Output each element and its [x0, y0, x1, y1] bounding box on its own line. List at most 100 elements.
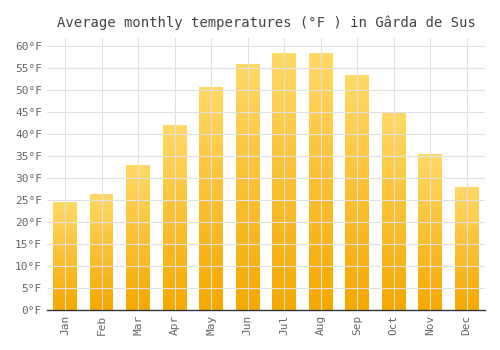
- Bar: [200, 158, 223, 160]
- Bar: [163, 258, 186, 260]
- Bar: [54, 246, 77, 247]
- Bar: [90, 238, 114, 239]
- Bar: [54, 292, 77, 293]
- Bar: [200, 263, 223, 265]
- Bar: [309, 107, 332, 110]
- Bar: [382, 294, 406, 296]
- Bar: [90, 269, 114, 270]
- Bar: [90, 239, 114, 240]
- Bar: [236, 209, 260, 211]
- Bar: [418, 252, 442, 254]
- Bar: [382, 248, 406, 251]
- Bar: [236, 307, 260, 310]
- Bar: [236, 305, 260, 307]
- Bar: [418, 165, 442, 167]
- Bar: [455, 196, 478, 197]
- Bar: [418, 247, 442, 249]
- Bar: [346, 263, 369, 265]
- Bar: [126, 256, 150, 258]
- Bar: [163, 240, 186, 242]
- Bar: [236, 273, 260, 275]
- Bar: [236, 182, 260, 184]
- Bar: [455, 269, 478, 271]
- Bar: [126, 181, 150, 182]
- Bar: [455, 225, 478, 226]
- Title: Average monthly temperatures (°F ) in Gârda de Sus: Average monthly temperatures (°F ) in Gâ…: [56, 15, 476, 29]
- Bar: [126, 274, 150, 275]
- Bar: [163, 221, 186, 223]
- Bar: [382, 180, 406, 181]
- Bar: [163, 302, 186, 304]
- Bar: [455, 210, 478, 211]
- Bar: [309, 202, 332, 204]
- Bar: [272, 161, 296, 163]
- Bar: [200, 103, 223, 105]
- Bar: [382, 227, 406, 229]
- Bar: [90, 211, 114, 212]
- Bar: [309, 240, 332, 243]
- Bar: [200, 274, 223, 276]
- Bar: [455, 252, 478, 253]
- Bar: [200, 238, 223, 241]
- Bar: [236, 187, 260, 189]
- Bar: [54, 265, 77, 266]
- Bar: [455, 302, 478, 304]
- Bar: [200, 116, 223, 118]
- Bar: [236, 180, 260, 182]
- Bar: [163, 197, 186, 199]
- Bar: [200, 283, 223, 285]
- Bar: [346, 216, 369, 218]
- Bar: [163, 257, 186, 258]
- Bar: [200, 98, 223, 100]
- Bar: [382, 274, 406, 276]
- Bar: [346, 296, 369, 298]
- Bar: [200, 100, 223, 103]
- Bar: [455, 193, 478, 194]
- Bar: [309, 143, 332, 146]
- Bar: [90, 198, 114, 200]
- Bar: [346, 157, 369, 160]
- Bar: [309, 194, 332, 197]
- Bar: [309, 266, 332, 269]
- Bar: [309, 243, 332, 246]
- Bar: [272, 89, 296, 91]
- Bar: [309, 228, 332, 230]
- Bar: [90, 203, 114, 204]
- Bar: [346, 134, 369, 136]
- Bar: [90, 225, 114, 226]
- Bar: [54, 286, 77, 287]
- Bar: [90, 282, 114, 283]
- Bar: [346, 113, 369, 115]
- Bar: [54, 206, 77, 208]
- Bar: [163, 267, 186, 269]
- Bar: [90, 195, 114, 196]
- Bar: [272, 256, 296, 259]
- Bar: [418, 298, 442, 299]
- Bar: [200, 223, 223, 225]
- Bar: [126, 184, 150, 185]
- Bar: [382, 183, 406, 186]
- Bar: [200, 285, 223, 288]
- Bar: [309, 269, 332, 271]
- Bar: [163, 245, 186, 247]
- Bar: [163, 209, 186, 210]
- Bar: [455, 275, 478, 277]
- Bar: [418, 293, 442, 294]
- Bar: [163, 127, 186, 129]
- Bar: [455, 194, 478, 196]
- Bar: [200, 272, 223, 274]
- Bar: [418, 294, 442, 296]
- Bar: [418, 270, 442, 271]
- Bar: [126, 303, 150, 304]
- Bar: [346, 270, 369, 272]
- Bar: [126, 243, 150, 245]
- Bar: [126, 288, 150, 289]
- Bar: [236, 135, 260, 138]
- Bar: [418, 162, 442, 163]
- Bar: [455, 289, 478, 290]
- Bar: [54, 203, 77, 204]
- Bar: [126, 246, 150, 247]
- Bar: [163, 177, 186, 179]
- Bar: [418, 308, 442, 310]
- Bar: [90, 294, 114, 295]
